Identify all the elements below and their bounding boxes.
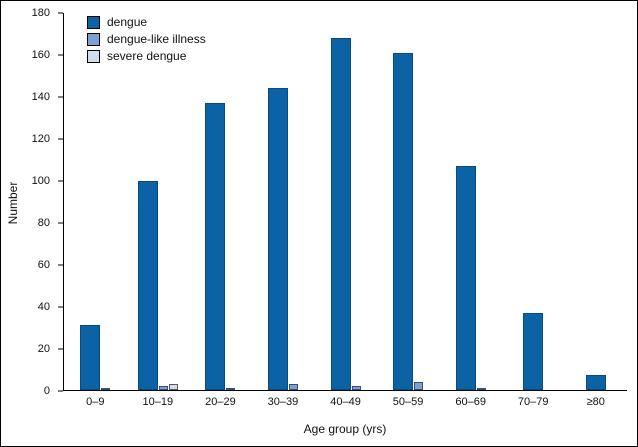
x-tick-label: 50–59 <box>392 396 424 408</box>
y-tick-label: 0 <box>43 385 50 397</box>
y-tick-mark <box>58 306 63 308</box>
bar-dengue <box>205 103 226 390</box>
y-tick-mark <box>58 390 63 392</box>
legend-item-dengue: dengue <box>87 15 206 29</box>
y-axis-ticks: 0 20 40 60 80 100 120 140 160 180 <box>1 7 63 397</box>
legend-swatch-dengue-like-illness <box>87 32 100 46</box>
bar-dengue <box>330 38 351 390</box>
bar-dengue <box>137 180 158 390</box>
x-tick-label: 20–29 <box>205 396 236 408</box>
x-tick-label: 60–69 <box>455 396 486 408</box>
legend-label: dengue <box>107 15 148 29</box>
y-tick-label: 180 <box>31 7 50 19</box>
y-tick-label: 100 <box>31 175 50 187</box>
bar-dengue-like-illness <box>288 383 298 390</box>
y-tick-mark <box>58 264 63 266</box>
bar-group: 20–29 <box>189 13 252 408</box>
x-tick-label: ≥80 <box>586 396 605 408</box>
y-tick-label: 40 <box>37 301 50 313</box>
bar-dengue <box>523 312 544 390</box>
bar-dengue <box>267 88 288 390</box>
x-tick-label: 70–79 <box>517 396 549 408</box>
plot-area: 0–9 10–19 20–29 30–39 40–49 50–59 60–69 70–79 ≥8… <box>63 13 628 408</box>
y-tick-label: 80 <box>37 217 50 229</box>
x-tick-label: 40–49 <box>330 396 361 408</box>
bar-dengue <box>585 375 606 390</box>
bar-dengue <box>455 165 476 390</box>
y-tick-label: 140 <box>31 91 50 103</box>
legend-label: dengue-like illness <box>107 32 206 46</box>
x-tick-label: 0–9 <box>86 396 105 408</box>
legend-item-dengue-like-illness: dengue-like illness <box>87 32 206 46</box>
bar-group: ≥80 <box>565 13 628 408</box>
y-tick-mark <box>58 180 63 182</box>
x-axis-title: Age group (yrs) <box>303 422 387 436</box>
bar-group: 30–39 <box>252 13 315 408</box>
bar-group: 40–49 <box>314 13 377 408</box>
bar-dengue <box>80 325 101 390</box>
y-tick-mark <box>58 54 63 56</box>
legend-item-severe-dengue: severe dengue <box>87 49 206 63</box>
y-tick-label: 20 <box>37 343 50 355</box>
bar-dengue-like-illness <box>476 387 486 390</box>
y-tick-label: 60 <box>37 259 50 271</box>
bar-group: 50–59 <box>377 13 440 408</box>
y-tick-mark <box>58 96 63 98</box>
bar-group: 0–9 <box>64 13 127 408</box>
y-tick-mark <box>58 348 63 350</box>
y-tick-label: 160 <box>31 49 50 61</box>
bar-dengue-like-illness <box>351 385 361 390</box>
legend-label: severe dengue <box>107 49 187 63</box>
bar-group: 60–69 <box>439 13 502 408</box>
legend-swatch-severe-dengue <box>87 49 100 63</box>
x-tick-label: 10–19 <box>142 396 174 408</box>
y-tick-mark <box>58 138 63 140</box>
bar-dengue-like-illness <box>158 385 168 390</box>
x-tick-label: 30–39 <box>267 396 299 408</box>
y-tick-mark <box>58 222 63 224</box>
legend-swatch-dengue <box>87 15 100 29</box>
y-tick-label: 120 <box>31 133 50 145</box>
bar-dengue-like-illness <box>101 387 111 390</box>
y-tick-mark <box>58 12 63 14</box>
bar-group: 70–79 <box>502 13 565 408</box>
bar-dengue-like-illness <box>226 387 236 390</box>
bar-group: 10–19 <box>127 13 190 408</box>
legend: dengue dengue-like illness severe dengue <box>87 15 206 63</box>
bar-dengue <box>393 52 414 390</box>
bar-dengue-like-illness <box>414 381 424 390</box>
bar-severe-dengue <box>168 383 178 390</box>
bar-groups: 0–9 10–19 20–29 30–39 40–49 50–59 60–69 70–79 ≥8… <box>64 13 628 408</box>
